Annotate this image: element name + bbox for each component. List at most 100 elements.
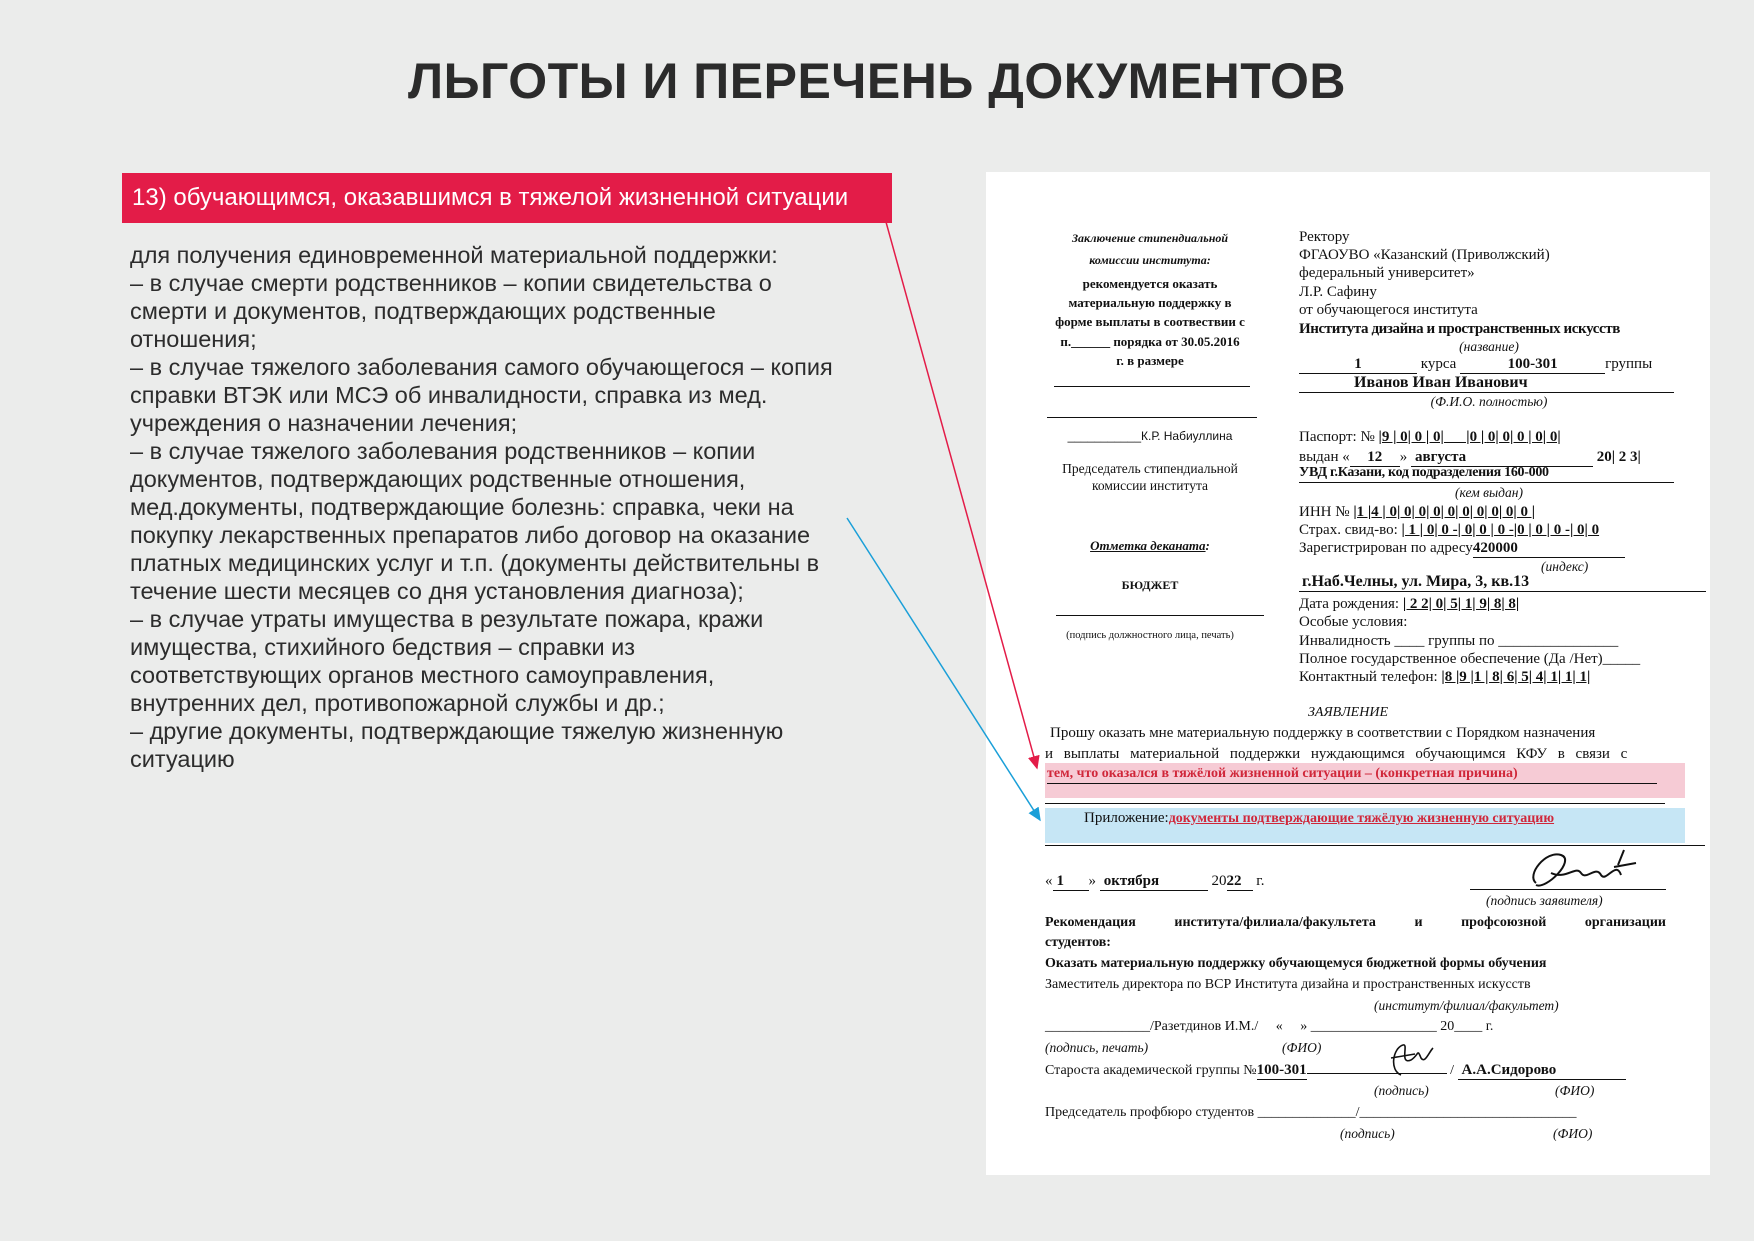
group-head-name: А.А.Сидорово	[1457, 1061, 1626, 1080]
fio-note: (ФИО)	[1282, 1040, 1322, 1055]
course-value: 1	[1299, 355, 1417, 374]
attachment-text: документы подтверждающие тяжёлую жизненн…	[1168, 811, 1555, 826]
statement-text: Прошу оказать мне материальную поддержку…	[1050, 725, 1596, 741]
disability-line: Инвалидность ____ группы по ____________…	[1299, 633, 1619, 649]
reason-arrow	[885, 221, 1040, 770]
registration-label: Зарегистрирован по адресу	[1299, 540, 1473, 556]
group-value: 100-301	[1460, 355, 1606, 374]
issued-by-note: (кем выдан)	[1455, 485, 1523, 500]
union-chair-line: Председатель профбюро студентов ________…	[1045, 1105, 1577, 1120]
applicant-signature-note: (подпись заявителя)	[1486, 893, 1603, 908]
reason-text: тем, что оказался в тяжёлой жизненной си…	[1047, 765, 1657, 784]
recommend-line: г. в размере	[1116, 353, 1184, 368]
issued-year: 20| 2 3|	[1596, 449, 1641, 465]
application-form-image: Заключение стипендиальной комиссии инсти…	[986, 172, 1710, 1175]
commission-signer: ___________К.Р. Набиуллина	[1067, 429, 1233, 443]
recommendation-text: Оказать материальную поддержку обучающем…	[1045, 956, 1547, 971]
deputy-signature: _______________/Разетдинов И.М./ « » ___…	[1045, 1019, 1494, 1034]
commission-heading-1: Заключение стипендиальной	[1071, 231, 1229, 245]
recommendation-heading: студентов:	[1045, 935, 1111, 950]
institute-name: Института дизайна и пространственных иск…	[1299, 321, 1620, 337]
inn-number: |1 |4 | 0| 0| 0| 0| 0| 0| 0| 0| 0| 0 |	[1353, 504, 1536, 520]
body-line: – в случае утраты имущества в результате…	[130, 606, 764, 632]
body-line: для получения единовременной материально…	[130, 242, 778, 268]
fio-note: (Ф.И.О. полностью)	[1430, 394, 1548, 409]
date-day: 1	[1052, 872, 1089, 891]
dean-mark-label: Отметка деканата	[1090, 538, 1206, 553]
institute-note: (институт/филиал/факультет)	[1374, 998, 1559, 1013]
attachment-line	[1045, 845, 1705, 846]
postal-index: 420000	[1472, 539, 1625, 558]
date-suffix: г.	[1256, 873, 1265, 889]
snils-label: Страх. свид-во:	[1299, 522, 1398, 538]
attachment-label: Приложение:	[1084, 810, 1169, 826]
reason-highlight	[1045, 763, 1685, 798]
page-title: ЛЬГОТЫ И ПЕРЕЧЕНЬ ДОКУМЕНТОВ	[408, 53, 1346, 109]
body-line: отношения;	[130, 326, 257, 352]
group-head-group: 100-301	[1256, 1062, 1307, 1080]
body-line: соответствующих органов местного самоупр…	[130, 662, 715, 688]
group-label: группы	[1605, 356, 1653, 372]
body-line: – в случае смерти родственников – копии …	[130, 270, 772, 296]
addressee: Ректору	[1299, 229, 1350, 245]
group-head-signature	[1390, 1044, 1434, 1076]
state-support-line: Полное государственное обеспечение (Да /…	[1299, 651, 1641, 667]
recommend-line: форме выплаты в соотвествии с	[1055, 314, 1245, 329]
body-line: имущества, стихийного бедствия – справки…	[130, 634, 636, 660]
body-line: – в случае тяжелого заболевания родствен…	[130, 438, 756, 464]
body-line: мед.документы, подтверждающие болезнь: с…	[130, 494, 794, 520]
phone-label: Контактный телефон:	[1299, 669, 1438, 685]
date-year: 22	[1226, 872, 1253, 891]
addressee: Л.Р. Сафину	[1299, 284, 1377, 300]
index-note: (индекс)	[1541, 559, 1589, 574]
recommend-line: п.______ порядка от 30.05.2016	[1060, 334, 1240, 349]
amount-line	[1054, 386, 1250, 387]
institute-note: (название)	[1459, 339, 1519, 354]
body-line: учреждения о назначении лечения;	[130, 410, 518, 436]
birth-label: Дата рождения:	[1299, 596, 1400, 612]
recommendation-heading: Рекомендация института/филиала/факультет…	[1045, 915, 1666, 930]
body-line: – в случае тяжелого заболевания самого о…	[130, 354, 833, 380]
student-name: Иванов Иван Иванович	[1299, 374, 1674, 393]
body-line: – другие документы, подтверждающие тяжел…	[130, 718, 784, 744]
address: г.Наб.Челны, ул. Мира, 3, кв.13	[1299, 573, 1706, 592]
commission-heading-2: комиссии института:	[1089, 253, 1211, 267]
official-signature-line	[1056, 615, 1264, 616]
group-head-label: Староста академической группы №	[1045, 1063, 1257, 1078]
signature-note: (подпись)	[1374, 1083, 1429, 1098]
course-label: курса	[1420, 356, 1457, 372]
statement-text: и выплаты материальной поддержки нуждающ…	[1045, 746, 1628, 762]
body-line: покупку лекарственных препаратов либо до…	[130, 522, 811, 548]
special-conditions: Особые условия:	[1299, 614, 1408, 630]
signature-note: (подпись)	[1340, 1126, 1395, 1141]
recommend-line: материальную поддержку в	[1068, 295, 1232, 310]
issued-label: выдан «	[1299, 449, 1350, 465]
issued-by: УВД г.Казани, код подразделения 160-000	[1299, 464, 1674, 483]
passport-number: |9 | 0| 0 | 0| |0 | 0| 0| 0 | 0| 0|	[1378, 429, 1561, 445]
applicant-signature	[1532, 849, 1637, 887]
body-line: документов, подтверждающих родственные о…	[130, 466, 746, 492]
inn-label: ИНН №	[1299, 504, 1350, 520]
body-line: течение шести месяцев со дня установлени…	[130, 578, 744, 604]
deputy-title: Заместитель директора по ВСР Института д…	[1045, 977, 1531, 992]
body-line: справки ВТЭК или МСЭ об инвалидности, сп…	[130, 382, 768, 408]
signature-seal-note: (подпись, печать)	[1045, 1040, 1149, 1055]
passport-label: Паспорт: №	[1299, 429, 1375, 445]
category-banner: 13) обучающимся, оказавшимся в тяжелой ж…	[122, 173, 892, 223]
phone-number: |8 |9 |1 | 8| 6| 5| 4| 1| 1| 1|	[1441, 669, 1591, 685]
applicant-signature-line	[1470, 889, 1666, 890]
addressee: ФГАОУВО «Казанский (Приволжский)	[1299, 247, 1550, 263]
birth-date: | 2 2| 0| 5| 1| 9| 8| 8|	[1402, 596, 1520, 612]
official-signature-note: (подпись должностного лица, печать)	[1066, 630, 1234, 641]
reason-line	[1045, 803, 1665, 804]
issued-month: августа	[1410, 448, 1593, 467]
body-line: внутренних дел, противопожарной службы и…	[130, 690, 665, 716]
from-line: от обучающегося института	[1299, 302, 1478, 318]
chair-title: Председатель стипендиальной	[1062, 461, 1238, 476]
body-line: смерти и документов, подтверждающих родс…	[130, 298, 716, 324]
addressee: федеральный университет»	[1299, 265, 1475, 281]
fio-note: (ФИО)	[1555, 1083, 1595, 1098]
date-month: октября	[1099, 872, 1208, 891]
fio-note: (ФИО)	[1553, 1126, 1593, 1141]
